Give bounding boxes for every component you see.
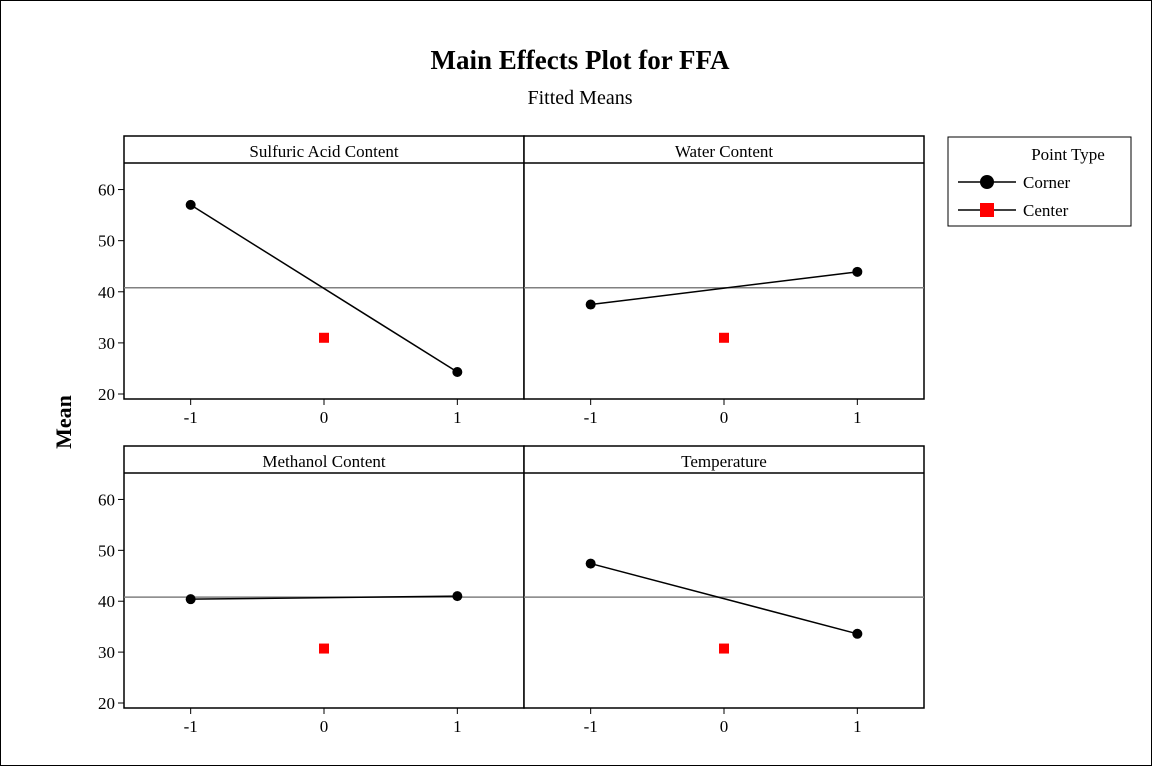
y-tick-label: 50: [98, 541, 115, 560]
chart-title: Main Effects Plot for FFA: [431, 45, 730, 75]
corner-series-line: [590, 562, 858, 635]
x-tick-label: 1: [453, 408, 462, 427]
legend-corner-label: Corner: [1023, 173, 1071, 192]
corner-point: [452, 591, 463, 602]
panel-4: Temperature -1 0 1: [523, 445, 925, 736]
corner-point: [452, 367, 463, 378]
x-tick-label: -1: [584, 408, 598, 427]
corner-point: [185, 199, 196, 210]
panel-3: Methanol Content -1 0 1 20 30 40 50 60: [98, 445, 525, 736]
y-tick-label: 50: [98, 232, 115, 251]
legend: Point Type Corner Center: [947, 136, 1132, 227]
y-tick-label: 60: [98, 181, 115, 200]
x-tick-label: 0: [720, 408, 729, 427]
corner-series-line: [190, 595, 458, 600]
x-tick-label: 1: [453, 717, 462, 736]
y-tick-label: 20: [98, 385, 115, 404]
panel-title: Temperature: [681, 452, 767, 471]
legend-center-marker: [980, 203, 994, 217]
panel-2: Water Content -1 0 1: [523, 135, 925, 427]
corner-point: [852, 628, 863, 639]
x-tick-label: 0: [320, 408, 329, 427]
panel-frame: [523, 445, 925, 709]
y-tick-label: 60: [98, 490, 115, 509]
x-tick-label: -1: [184, 717, 198, 736]
panel-frame: [123, 445, 525, 709]
chart-subtitle: Fitted Means: [528, 87, 633, 109]
y-tick-label: 20: [98, 694, 115, 713]
legend-title: Point Type: [1031, 145, 1105, 164]
center-point: [719, 332, 729, 343]
center-point: [319, 332, 329, 343]
x-tick-label: 1: [853, 408, 862, 427]
corner-series-line: [190, 204, 458, 373]
panels-group: Sulfuric Acid Content -1 0 1 20 30 40 50 60 Water…: [98, 135, 925, 736]
panel-frame: [123, 135, 525, 400]
panel-title: Methanol Content: [262, 452, 386, 471]
y-tick-label: 30: [98, 334, 115, 353]
y-tick-label: 30: [98, 643, 115, 662]
y-tick-label: 40: [98, 283, 115, 302]
y-axis-label: Mean: [51, 395, 76, 449]
corner-point: [185, 594, 196, 605]
center-point: [719, 643, 729, 654]
x-tick-label: 1: [853, 717, 862, 736]
panel-frame: [523, 135, 925, 400]
x-tick-label: -1: [584, 717, 598, 736]
corner-point: [585, 299, 596, 310]
legend-corner-marker: [980, 175, 994, 189]
corner-point: [852, 266, 863, 277]
panel-title: Sulfuric Acid Content: [249, 142, 398, 161]
y-tick-label: 40: [98, 592, 115, 611]
center-point: [319, 643, 329, 654]
x-tick-label: -1: [184, 408, 198, 427]
corner-point: [585, 558, 596, 569]
x-tick-label: 0: [320, 717, 329, 736]
corner-series-line: [590, 271, 858, 306]
panel-title: Water Content: [675, 142, 774, 161]
panel-1: Sulfuric Acid Content -1 0 1 20 30 40 50 60: [98, 135, 525, 427]
x-tick-label: 0: [720, 717, 729, 736]
legend-center-label: Center: [1023, 201, 1069, 220]
